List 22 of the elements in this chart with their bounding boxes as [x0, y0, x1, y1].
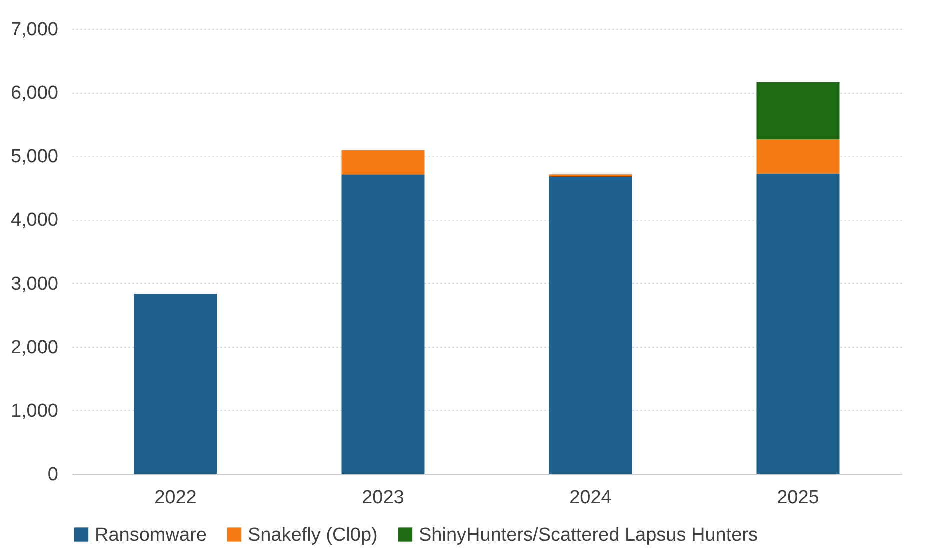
x-tick-label: 2025 — [777, 488, 820, 508]
y-tick-label: 2,000 — [10, 337, 58, 358]
bar — [549, 176, 632, 474]
bar — [756, 140, 840, 174]
bar — [342, 150, 425, 175]
y-tick-label: 3,000 — [10, 274, 58, 295]
legend-label: Ransomware — [95, 524, 207, 546]
x-tick-label: 2024 — [570, 488, 612, 508]
x-tick-label: 2023 — [362, 488, 404, 508]
y-tick-label: 4,000 — [10, 210, 58, 232]
legend-label: Snakefly (Cl0p) — [248, 524, 378, 546]
bar — [756, 174, 840, 474]
y-tick-label: 5,000 — [10, 146, 58, 168]
legend-label: ShinyHunters/Scattered Lapsus Hunters — [419, 524, 758, 546]
bar — [342, 174, 425, 474]
y-tick-label: 1,000 — [10, 400, 58, 422]
bar — [134, 294, 218, 474]
y-tick-label: 6,000 — [10, 83, 58, 104]
y-tick-label: 0 — [48, 464, 58, 486]
x-tick-label: 2022 — [154, 488, 197, 508]
bar — [756, 82, 840, 140]
y-tick-label: 7,000 — [10, 20, 58, 40]
